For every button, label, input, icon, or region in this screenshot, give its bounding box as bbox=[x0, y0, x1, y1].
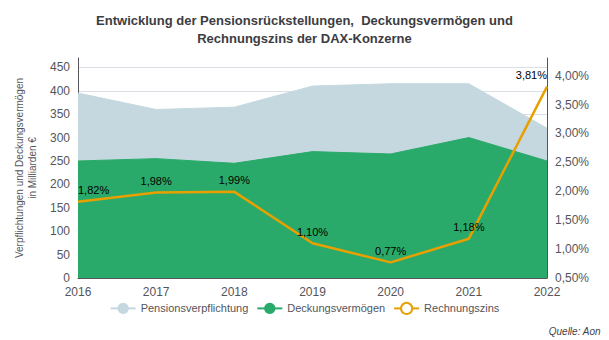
svg-text:in Milliarden €: in Milliarden € bbox=[27, 137, 38, 199]
svg-text:2018: 2018 bbox=[221, 285, 248, 299]
svg-text:Verpflichtungen und Deckungsve: Verpflichtungen und Deckungsvermögen bbox=[14, 78, 25, 258]
svg-text:2020: 2020 bbox=[377, 285, 404, 299]
svg-text:2017: 2017 bbox=[143, 285, 170, 299]
svg-text:Rechnungszins der DAX-Konzerne: Rechnungszins der DAX-Konzerne bbox=[197, 31, 412, 46]
svg-text:Rechnungszins: Rechnungszins bbox=[424, 302, 500, 314]
svg-text:1,98%: 1,98% bbox=[141, 175, 172, 187]
svg-text:1,99%: 1,99% bbox=[219, 174, 250, 186]
svg-text:3,50%: 3,50% bbox=[555, 98, 589, 112]
svg-text:Entwicklung der Pensionsrückst: Entwicklung der Pensionsrückstellungen, … bbox=[96, 13, 513, 28]
svg-text:2019: 2019 bbox=[299, 285, 326, 299]
svg-text:50: 50 bbox=[57, 248, 71, 262]
svg-text:350: 350 bbox=[50, 107, 70, 121]
svg-text:1,10%: 1,10% bbox=[297, 226, 328, 238]
svg-text:Pensionsverpflichtung: Pensionsverpflichtung bbox=[141, 302, 249, 314]
svg-text:Quelle: Aon: Quelle: Aon bbox=[549, 326, 601, 337]
svg-text:2021: 2021 bbox=[455, 285, 482, 299]
svg-text:3,00%: 3,00% bbox=[555, 126, 589, 140]
svg-text:Deckungsvermögen: Deckungsvermögen bbox=[287, 302, 385, 314]
svg-text:2022: 2022 bbox=[534, 285, 561, 299]
svg-text:100: 100 bbox=[50, 224, 70, 238]
svg-text:2,50%: 2,50% bbox=[555, 155, 589, 169]
svg-text:1,00%: 1,00% bbox=[555, 242, 589, 256]
svg-text:200: 200 bbox=[50, 177, 70, 191]
svg-text:150: 150 bbox=[50, 201, 70, 215]
svg-text:300: 300 bbox=[50, 131, 70, 145]
svg-text:250: 250 bbox=[50, 154, 70, 168]
svg-text:3,81%: 3,81% bbox=[516, 69, 547, 81]
svg-text:0,77%: 0,77% bbox=[375, 245, 406, 257]
svg-text:400: 400 bbox=[50, 84, 70, 98]
svg-text:1,82%: 1,82% bbox=[78, 184, 109, 196]
svg-text:1,50%: 1,50% bbox=[555, 213, 589, 227]
svg-text:0: 0 bbox=[63, 271, 70, 285]
svg-text:0,50%: 0,50% bbox=[555, 271, 589, 285]
svg-text:450: 450 bbox=[50, 60, 70, 74]
svg-text:2016: 2016 bbox=[65, 285, 92, 299]
svg-text:1,18%: 1,18% bbox=[453, 221, 484, 233]
svg-text:2,00%: 2,00% bbox=[555, 184, 589, 198]
svg-text:4,00%: 4,00% bbox=[555, 69, 589, 83]
